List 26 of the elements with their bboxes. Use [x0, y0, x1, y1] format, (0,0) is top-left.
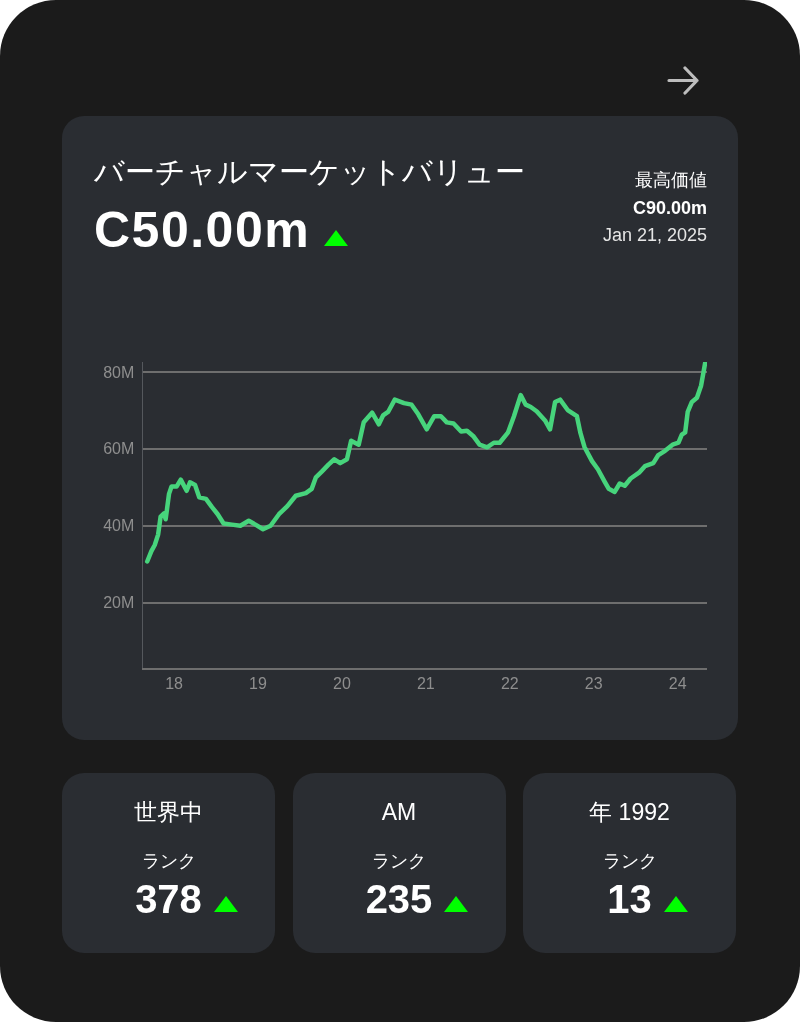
x-tick-label: 21 — [416, 675, 435, 693]
x-tick-label: 22 — [500, 675, 519, 693]
y-tick-label: 60M — [103, 440, 135, 458]
y-tick-label: 20M — [103, 594, 135, 612]
text: Jan 21, 2025 — [602, 225, 707, 245]
text: 378 — [135, 877, 202, 921]
chart-subtitle: C50.00m — [94, 202, 311, 258]
x-tick-label: 19 — [249, 675, 267, 693]
x-tick-label: 24 — [668, 675, 687, 693]
line-series — [144, 362, 707, 564]
x-tick-label: 18 — [165, 675, 184, 693]
y-tick-label: 40M — [103, 517, 135, 535]
text: AM — [380, 799, 418, 825]
text: ランク — [601, 851, 658, 871]
text: ランク — [371, 851, 427, 871]
text: 13 — [607, 877, 652, 921]
text: 年 1992 — [588, 799, 671, 825]
x-tick-label: 23 — [584, 675, 603, 693]
text: 235 — [365, 877, 433, 921]
y-tick-label: 80M — [103, 363, 135, 381]
chart-title: バーチャルマーケットバリュー — [94, 155, 525, 188]
text: 最高価値 — [635, 170, 707, 190]
text: ランク — [140, 851, 197, 871]
text: 世界中 — [133, 799, 204, 825]
x-tick-label: 20 — [333, 675, 351, 693]
text: C90.00m — [632, 197, 707, 218]
